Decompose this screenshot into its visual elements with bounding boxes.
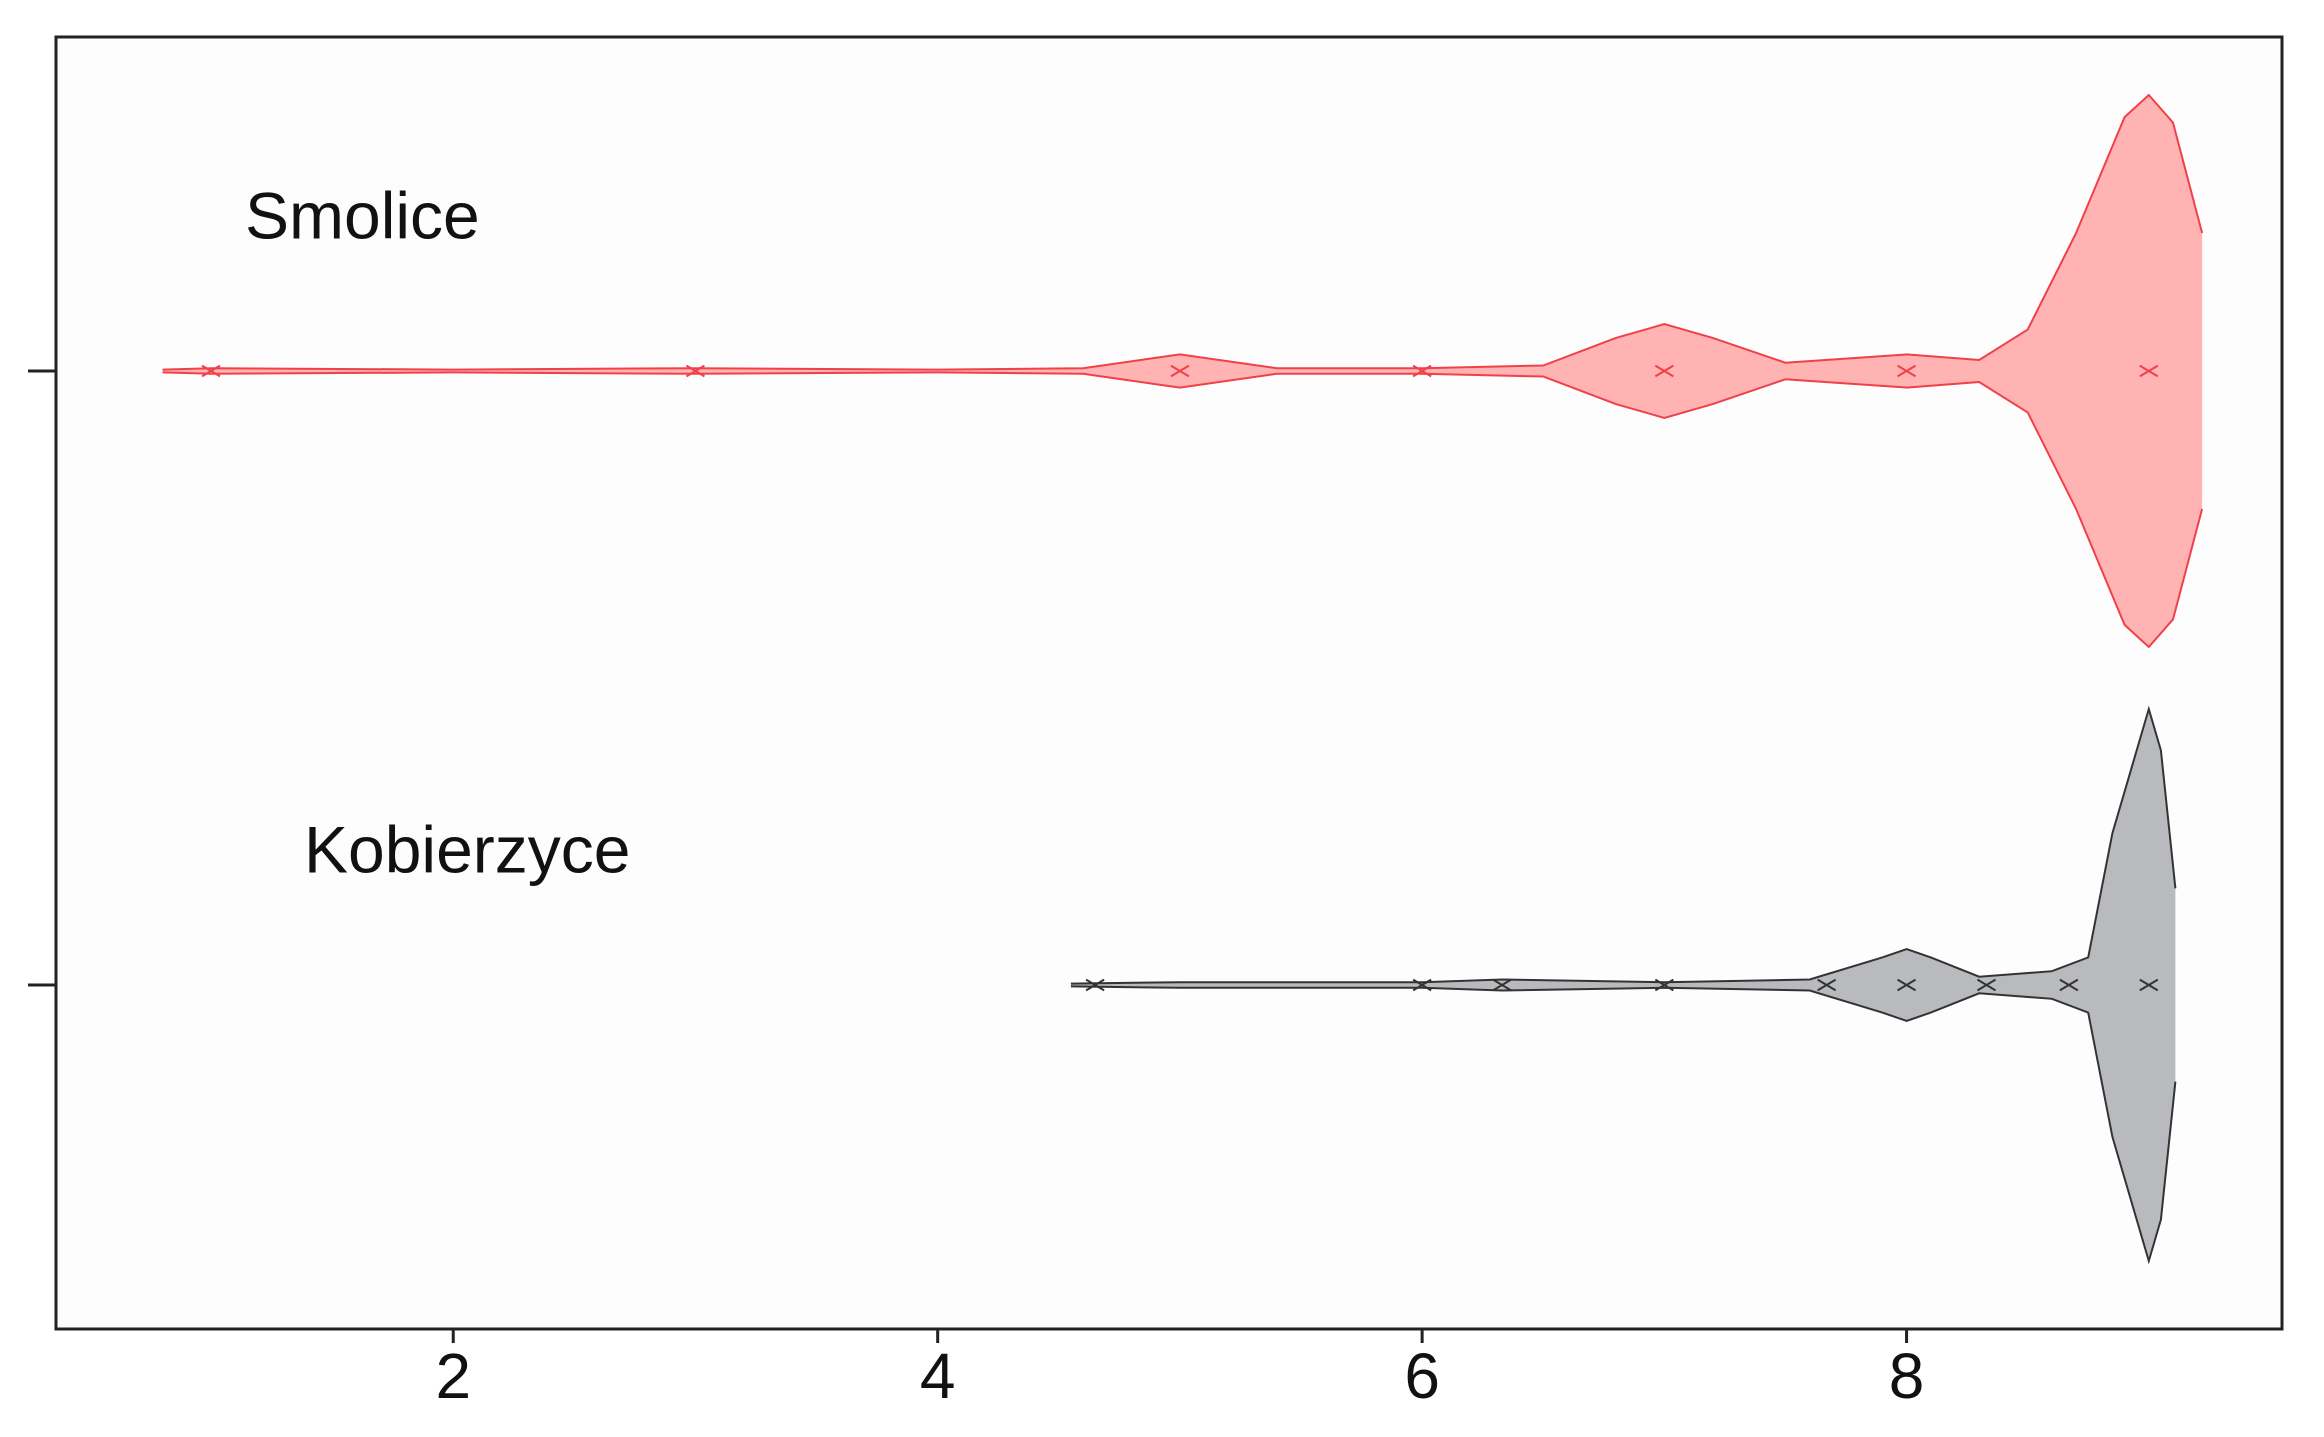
x-tick-label: 6 <box>1404 1340 1440 1412</box>
point <box>1492 978 1512 992</box>
point <box>1654 978 1674 992</box>
point <box>201 364 221 378</box>
x-tick-label: 4 <box>920 1340 956 1412</box>
plot-frame <box>54 35 2284 1331</box>
violin-outline <box>162 93 2204 371</box>
point <box>685 364 705 378</box>
point <box>1085 978 1105 992</box>
point <box>1976 978 1997 992</box>
point <box>1897 364 1917 378</box>
point <box>1412 978 1432 992</box>
x-tick-label: 8 <box>1889 1340 1925 1412</box>
point <box>1897 978 1917 992</box>
series-label: Kobierzyce <box>304 812 631 886</box>
point <box>2139 978 2159 992</box>
point <box>2139 364 2159 378</box>
point <box>1412 364 1432 378</box>
point <box>2059 978 2079 992</box>
violin-outline <box>1070 985 2177 1265</box>
violin-outline <box>162 371 2204 649</box>
point <box>1817 978 1837 992</box>
series-label: Smolice <box>245 178 480 252</box>
x-tick-label: 2 <box>435 1340 471 1412</box>
point <box>1170 364 1190 378</box>
violin-outline <box>1070 705 2177 985</box>
point <box>1654 364 1674 378</box>
